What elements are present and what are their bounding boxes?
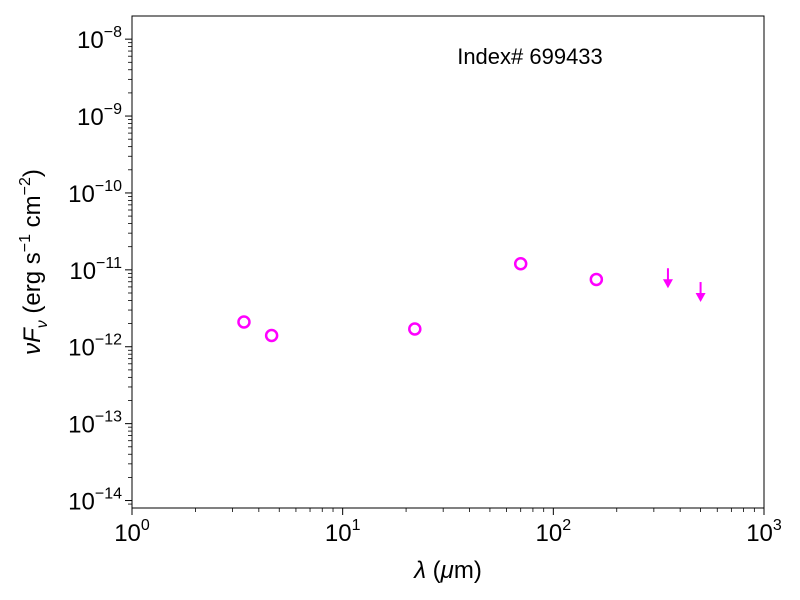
index-annotation: Index# 699433 — [457, 44, 603, 69]
y-tick-label: 10−13 — [68, 409, 122, 439]
data-point — [513, 257, 528, 271]
upper-limit-arrowhead — [695, 293, 706, 303]
upper-limit-arrowhead — [662, 279, 673, 289]
y-axis-label-group: νFν (erg s−1 cm−2) — [17, 169, 51, 355]
x-tick-label: 100 — [114, 517, 150, 547]
plot-frame — [131, 15, 765, 509]
data-point — [589, 272, 604, 287]
x-axis-label: λ (μm) — [412, 557, 482, 584]
data-point — [264, 328, 279, 343]
points-layer — [237, 257, 706, 343]
y-tick-label: 10−9 — [77, 101, 122, 131]
y-axis-label: νFν (erg s−1 cm−2) — [17, 169, 51, 355]
y-tick-label: 10−11 — [69, 255, 122, 285]
y-tick-label: 10−8 — [77, 24, 122, 54]
data-point — [408, 322, 422, 336]
x-tick-label: 102 — [536, 517, 572, 547]
y-tick-label: 10−12 — [68, 332, 122, 362]
data-point — [237, 315, 251, 329]
ticks-layer: 100 101 102 103 10−14 10−13 10−12 10−11 10−10 10−… — [68, 24, 782, 547]
x-tick-label: 103 — [746, 517, 782, 547]
x-tick-label: 101 — [325, 517, 361, 547]
y-tick-label: 10−10 — [68, 178, 122, 208]
y-tick-label: 10−14 — [68, 486, 122, 516]
